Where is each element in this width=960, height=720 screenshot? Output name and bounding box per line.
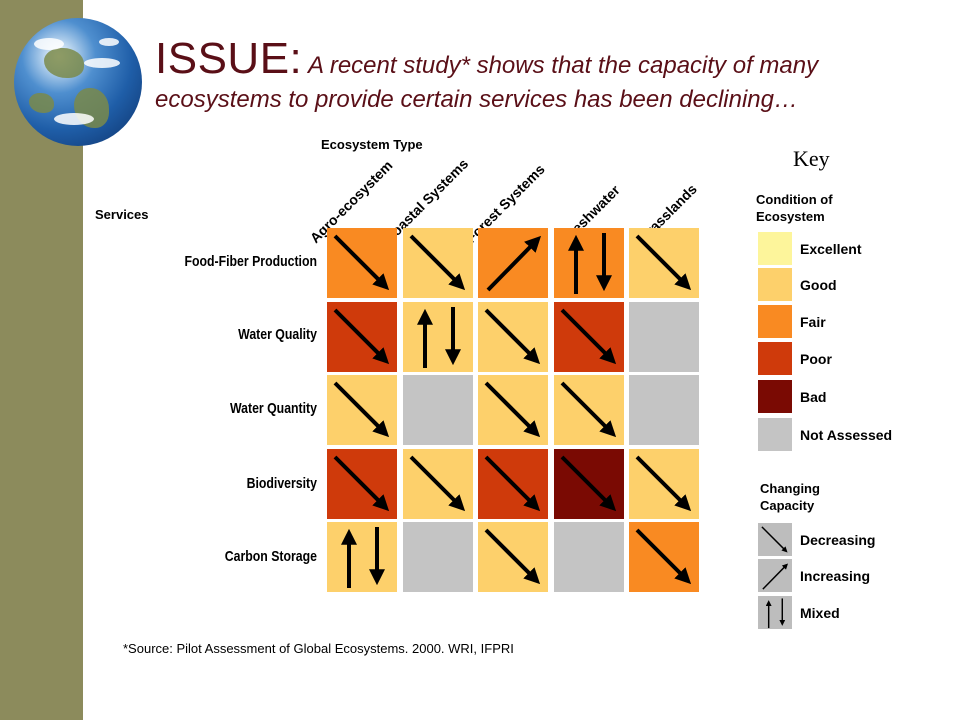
globe-image — [14, 18, 142, 146]
decreasing-arrow-icon — [484, 381, 541, 438]
condition-heading: Condition of Ecosystem — [756, 191, 833, 225]
matrix-cell — [629, 522, 699, 592]
row-label: Food-Fiber Production — [184, 253, 317, 270]
mixed-arrow-icon — [567, 233, 612, 294]
matrix-cell — [402, 301, 473, 372]
mixed-arrow-icon — [416, 306, 461, 368]
decreasing-arrow-icon — [333, 381, 390, 438]
matrix-cell — [478, 448, 548, 519]
decreasing-key-icon — [758, 523, 792, 556]
matrix-cell — [327, 375, 397, 445]
matrix-cell — [478, 375, 548, 445]
row-label: Biodiversity — [246, 475, 317, 492]
condition-swatch — [758, 268, 792, 301]
decreasing-arrow-icon — [635, 455, 692, 511]
condition-swatch — [758, 418, 792, 451]
slide-title: ISSUE: A recent study* shows that the ca… — [155, 37, 945, 117]
matrix-cell — [327, 228, 397, 298]
condition-heading-line-1: Condition of — [756, 192, 833, 207]
matrix-cell — [553, 301, 624, 372]
decreasing-arrow-icon — [484, 455, 541, 511]
matrix-cell — [629, 301, 699, 372]
decreasing-arrow-icon — [635, 234, 692, 291]
increasing-arrow-icon — [762, 563, 789, 590]
title-text: A recent study* shows that the capacity … — [155, 52, 819, 113]
matrix-cell — [478, 522, 548, 592]
decreasing-arrow-icon — [560, 381, 616, 438]
services-label: Services — [95, 207, 149, 222]
condition-label: Fair — [800, 314, 826, 330]
matrix-cell — [553, 448, 624, 519]
condition-swatch — [758, 342, 792, 375]
decreasing-arrow-icon — [333, 234, 390, 291]
matrix-cell — [402, 228, 473, 298]
condition-label: Poor — [800, 351, 832, 367]
row-label: Carbon Storage — [224, 548, 317, 565]
mixed-arrow-icon — [765, 598, 786, 629]
matrix-cell — [402, 522, 473, 592]
condition-swatch — [758, 232, 792, 265]
condition-swatch — [758, 305, 792, 338]
capacity-heading: Changing Capacity — [760, 480, 820, 514]
decreasing-arrow-icon — [761, 526, 788, 553]
matrix-cell — [478, 301, 548, 372]
trend-label: Mixed — [800, 605, 840, 621]
row-label: Water Quality — [238, 326, 317, 343]
trend-label: Increasing — [800, 568, 871, 584]
condition-label: Good — [800, 277, 837, 293]
trend-label: Decreasing — [800, 532, 876, 548]
source-note: *Source: Pilot Assessment of Global Ecos… — [123, 641, 514, 656]
condition-heading-line-2: Ecosystem — [756, 209, 825, 224]
increasing-key-icon — [758, 559, 792, 592]
matrix-cell — [553, 228, 624, 298]
matrix-cell — [402, 448, 473, 519]
issue-label: ISSUE: — [155, 34, 303, 83]
condition-swatch — [758, 380, 792, 413]
matrix-cell — [629, 228, 699, 298]
matrix-cell — [553, 375, 624, 445]
decreasing-arrow-icon — [560, 455, 616, 511]
condition-label: Excellent — [800, 241, 862, 257]
condition-label: Not Assessed — [800, 427, 893, 443]
matrix-cell — [327, 301, 397, 372]
matrix-cell — [553, 522, 624, 592]
ecosystem-type-label: Ecosystem Type — [321, 137, 423, 152]
decreasing-arrow-icon — [333, 308, 390, 364]
decreasing-arrow-icon — [560, 308, 616, 364]
decreasing-arrow-icon — [484, 528, 541, 585]
matrix-cell — [327, 448, 397, 519]
row-label: Water Quantity — [229, 400, 317, 417]
matrix-cell — [478, 228, 548, 298]
decreasing-arrow-icon — [409, 234, 465, 291]
key-title: Key — [793, 146, 830, 171]
decreasing-arrow-icon — [333, 455, 390, 511]
mixed-arrow-icon — [341, 527, 385, 588]
condition-label: Bad — [800, 389, 827, 405]
matrix-cell — [327, 522, 397, 592]
matrix-cell — [629, 375, 699, 445]
capacity-heading-line-2: Capacity — [760, 498, 815, 513]
matrix-cell — [629, 448, 699, 519]
decreasing-arrow-icon — [635, 528, 692, 585]
capacity-heading-line-1: Changing — [760, 481, 820, 496]
matrix-cell — [402, 375, 473, 445]
decreasing-arrow-icon — [484, 308, 541, 364]
decreasing-arrow-icon — [409, 455, 465, 511]
mixed-key-icon — [758, 596, 792, 629]
increasing-arrow-icon — [486, 235, 542, 292]
